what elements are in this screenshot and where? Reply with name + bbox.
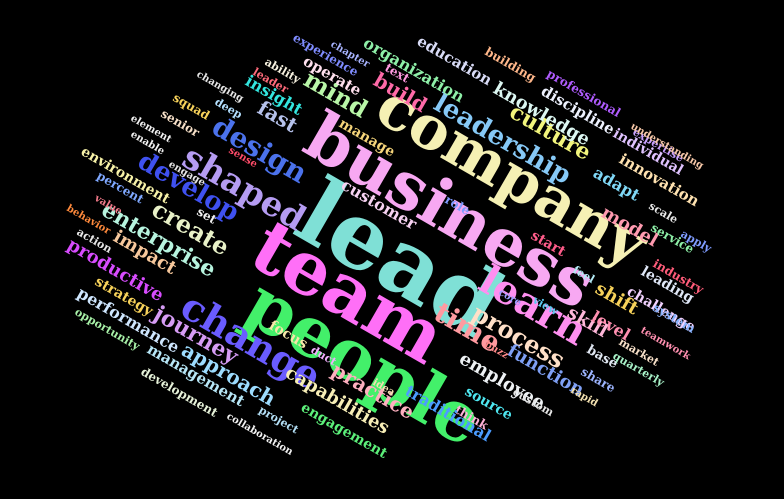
word-cloud: lead business company team people leader… (0, 0, 784, 499)
cloud-background (0, 0, 784, 499)
